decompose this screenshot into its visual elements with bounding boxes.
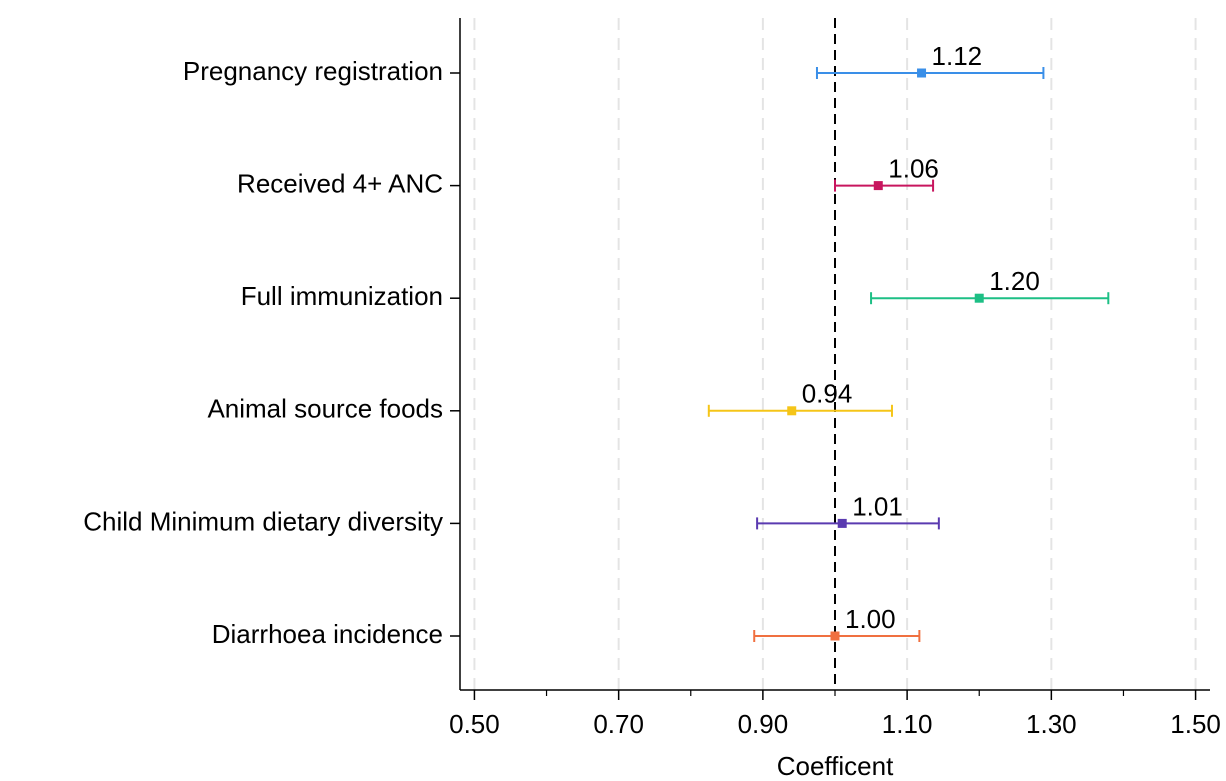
point-estimate [837,518,847,528]
x-tick-label: 1.30 [1026,709,1077,739]
x-tick-label: 0.90 [738,709,789,739]
x-tick-label: 0.50 [449,709,500,739]
y-tick-label: Diarrhoea incidence [212,619,443,649]
point-estimate [917,68,927,78]
point-estimate [830,631,840,641]
y-tick-label: Animal source foods [207,394,443,424]
y-tick-label: Received 4+ ANC [237,168,443,198]
point-estimate [974,293,984,303]
value-label: 1.20 [989,266,1040,296]
value-label: 1.06 [888,153,939,183]
value-label: 1.01 [852,491,903,521]
value-label: 1.00 [845,604,896,634]
y-tick-label: Full immunization [241,281,443,311]
x-axis-label: Coefficent [777,751,894,781]
x-tick-label: 0.70 [593,709,644,739]
y-tick-label: Child Minimum dietary diversity [83,506,443,536]
value-label: 1.12 [932,41,983,71]
value-label: 0.94 [802,379,853,409]
x-tick-label: 1.10 [882,709,933,739]
point-estimate [787,406,797,416]
x-tick-label: 1.50 [1170,709,1221,739]
point-estimate [873,181,883,191]
y-tick-label: Pregnancy registration [183,56,443,86]
